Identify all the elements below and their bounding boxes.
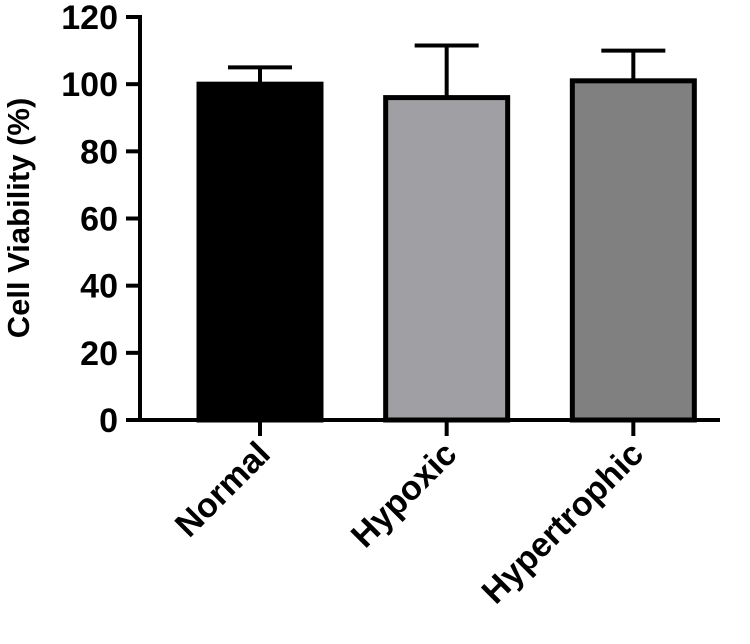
y-axis-ticks: 0 20 40 60 80 100 120 [61, 0, 140, 440]
x-tick-label: Hypoxic [344, 435, 464, 555]
x-axis-ticks: Normal Hypoxic Hypertrophic [168, 420, 651, 611]
x-tick-label: Hypertrophic [475, 435, 651, 611]
y-tick-label: 0 [99, 402, 118, 440]
y-tick-label: 120 [61, 0, 118, 37]
y-axis-title: Cell Viability (%) [1, 98, 36, 339]
y-tick-label: 40 [80, 268, 118, 306]
bar-hypoxic [383, 95, 511, 423]
x-tick-label: Normal [168, 435, 278, 545]
y-tick-label: 60 [80, 201, 118, 239]
y-tick-label: 20 [80, 335, 118, 373]
y-tick-label: 80 [80, 133, 118, 171]
bars [196, 78, 697, 423]
bar-hypertrophic [569, 78, 697, 423]
error-bars [228, 43, 666, 98]
y-tick-label: 100 [61, 66, 118, 104]
bar-normal [196, 81, 324, 423]
